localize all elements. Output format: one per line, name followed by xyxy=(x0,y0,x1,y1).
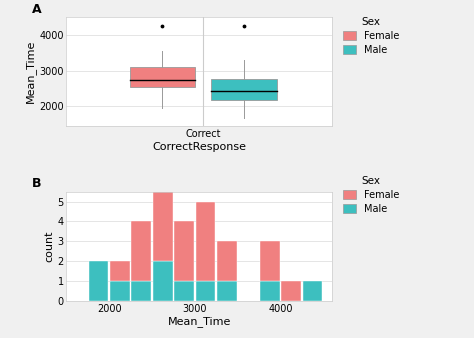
Bar xyxy=(217,241,237,281)
Bar xyxy=(174,281,194,301)
Bar xyxy=(153,261,173,301)
X-axis label: CorrectResponse: CorrectResponse xyxy=(152,142,246,152)
Bar xyxy=(196,201,215,281)
Bar xyxy=(110,281,130,301)
Bar xyxy=(131,281,151,301)
Bar xyxy=(131,221,151,281)
Bar xyxy=(260,281,280,301)
Bar xyxy=(153,162,173,261)
Bar xyxy=(281,281,301,301)
X-axis label: Mean_Time: Mean_Time xyxy=(167,316,231,327)
Text: B: B xyxy=(32,177,41,190)
Bar xyxy=(260,241,280,281)
Bar xyxy=(303,281,322,301)
Y-axis label: count: count xyxy=(45,231,55,262)
Bar xyxy=(196,281,215,301)
Bar xyxy=(217,281,237,301)
Bar xyxy=(89,261,109,301)
Y-axis label: Mean_Time: Mean_Time xyxy=(25,40,36,103)
Legend: Female, Male: Female, Male xyxy=(341,174,401,216)
Bar xyxy=(211,79,277,100)
Text: A: A xyxy=(32,2,42,16)
Bar xyxy=(110,261,130,281)
Bar xyxy=(174,221,194,281)
Legend: Female, Male: Female, Male xyxy=(341,15,401,57)
Bar xyxy=(130,67,195,87)
